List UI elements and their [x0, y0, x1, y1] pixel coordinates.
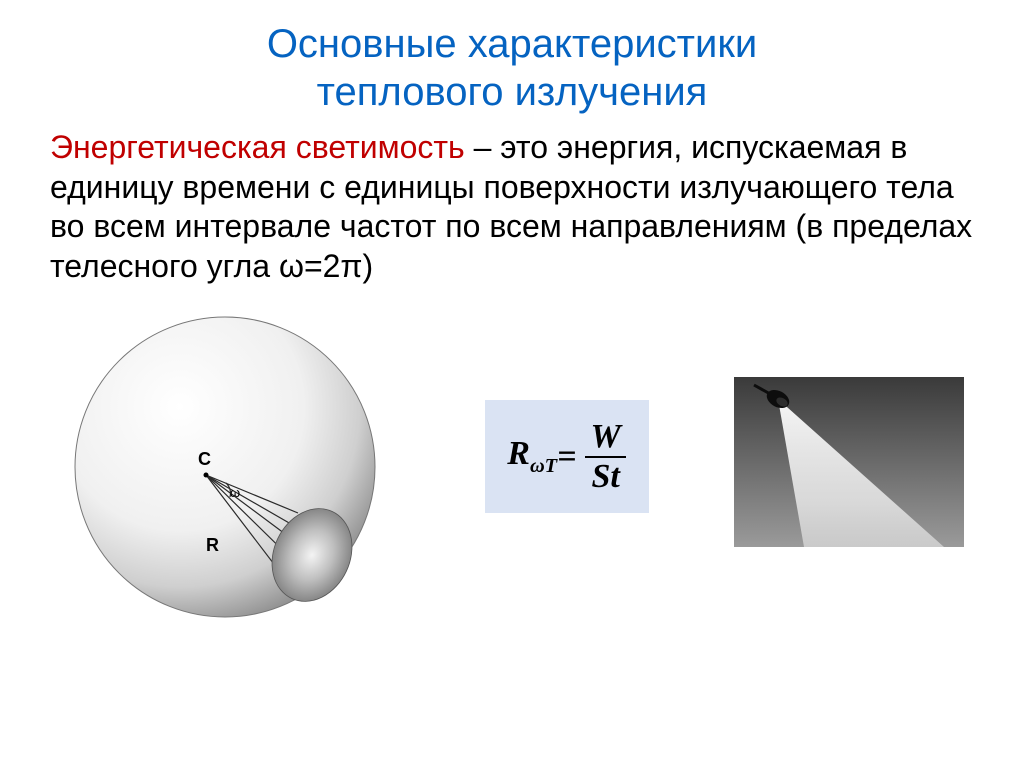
formula-equals: = [557, 438, 576, 476]
slide-title: Основные характеристики теплового излуче… [50, 20, 974, 116]
center-point [204, 472, 209, 477]
spotlight-diagram [734, 377, 964, 547]
definition-term: Энергетическая светимость [50, 129, 465, 165]
formula-box: RωT = W St [485, 400, 649, 513]
formula-lhs-base: R [507, 435, 530, 472]
formula-numerator: W [585, 418, 627, 455]
figures-row: C ω R RωT = W St [50, 307, 974, 627]
formula: RωT = W St [507, 418, 627, 495]
solid-angle-sphere-diagram: C ω R [60, 307, 400, 627]
formula-denominator: St [585, 456, 625, 495]
label-radius: R [206, 535, 219, 555]
formula-fraction: W St [585, 418, 627, 495]
formula-lhs-sub: ωT [530, 455, 557, 477]
title-line-2: теплового излучения [317, 70, 708, 114]
formula-lhs: RωT [507, 435, 557, 478]
label-center: C [198, 449, 211, 469]
title-line-1: Основные характеристики [267, 22, 757, 66]
definition-paragraph: Энергетическая светимость – это энергия,… [50, 128, 974, 287]
label-angle: ω [230, 485, 240, 500]
